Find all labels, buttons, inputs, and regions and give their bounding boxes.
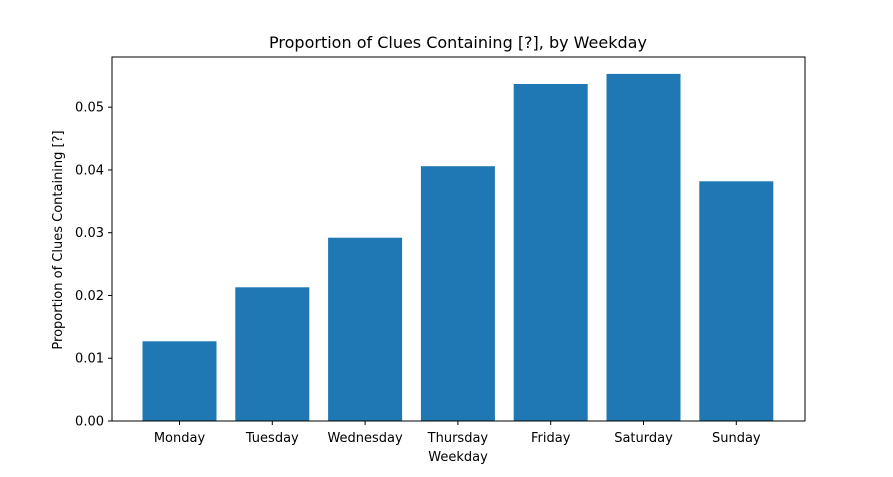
x-tick-label: Sunday [712,431,761,446]
chart-title: Proportion of Clues Containing [?], by W… [269,33,647,52]
y-tick-label: 0.01 [75,352,104,367]
bar-friday [513,84,588,421]
x-axis-label: Weekday [428,450,488,465]
plot-frame [111,56,806,422]
bar-monday [142,341,217,421]
bar-sunday [699,181,774,421]
x-tick-label: Saturday [614,431,673,446]
y-tick-label: 0.04 [75,163,104,178]
bar-tuesday [235,287,310,421]
bar-thursday [420,166,495,421]
y-axis-label: Proportion of Clues Containing [?] [51,130,66,349]
y-tick-label: 0.02 [75,289,104,304]
bar-wednesday [328,237,403,421]
axes-layer [111,56,806,422]
ticks-layer: Monday Tuesday Wednesday Thursday Friday Satu… [75,101,761,446]
x-tick-label: Friday [531,431,571,446]
x-tick-label: Thursday [427,431,489,446]
y-tick-label: 0.03 [75,226,104,241]
y-tick-label: 0.00 [75,415,104,430]
bar-saturday [606,73,681,422]
x-tick-label: Tuesday [245,431,299,446]
x-tick-label: Wednesday [327,431,403,446]
bars-layer [142,73,774,422]
y-tick-label: 0.05 [75,101,104,116]
x-tick-label: Monday [154,431,206,446]
